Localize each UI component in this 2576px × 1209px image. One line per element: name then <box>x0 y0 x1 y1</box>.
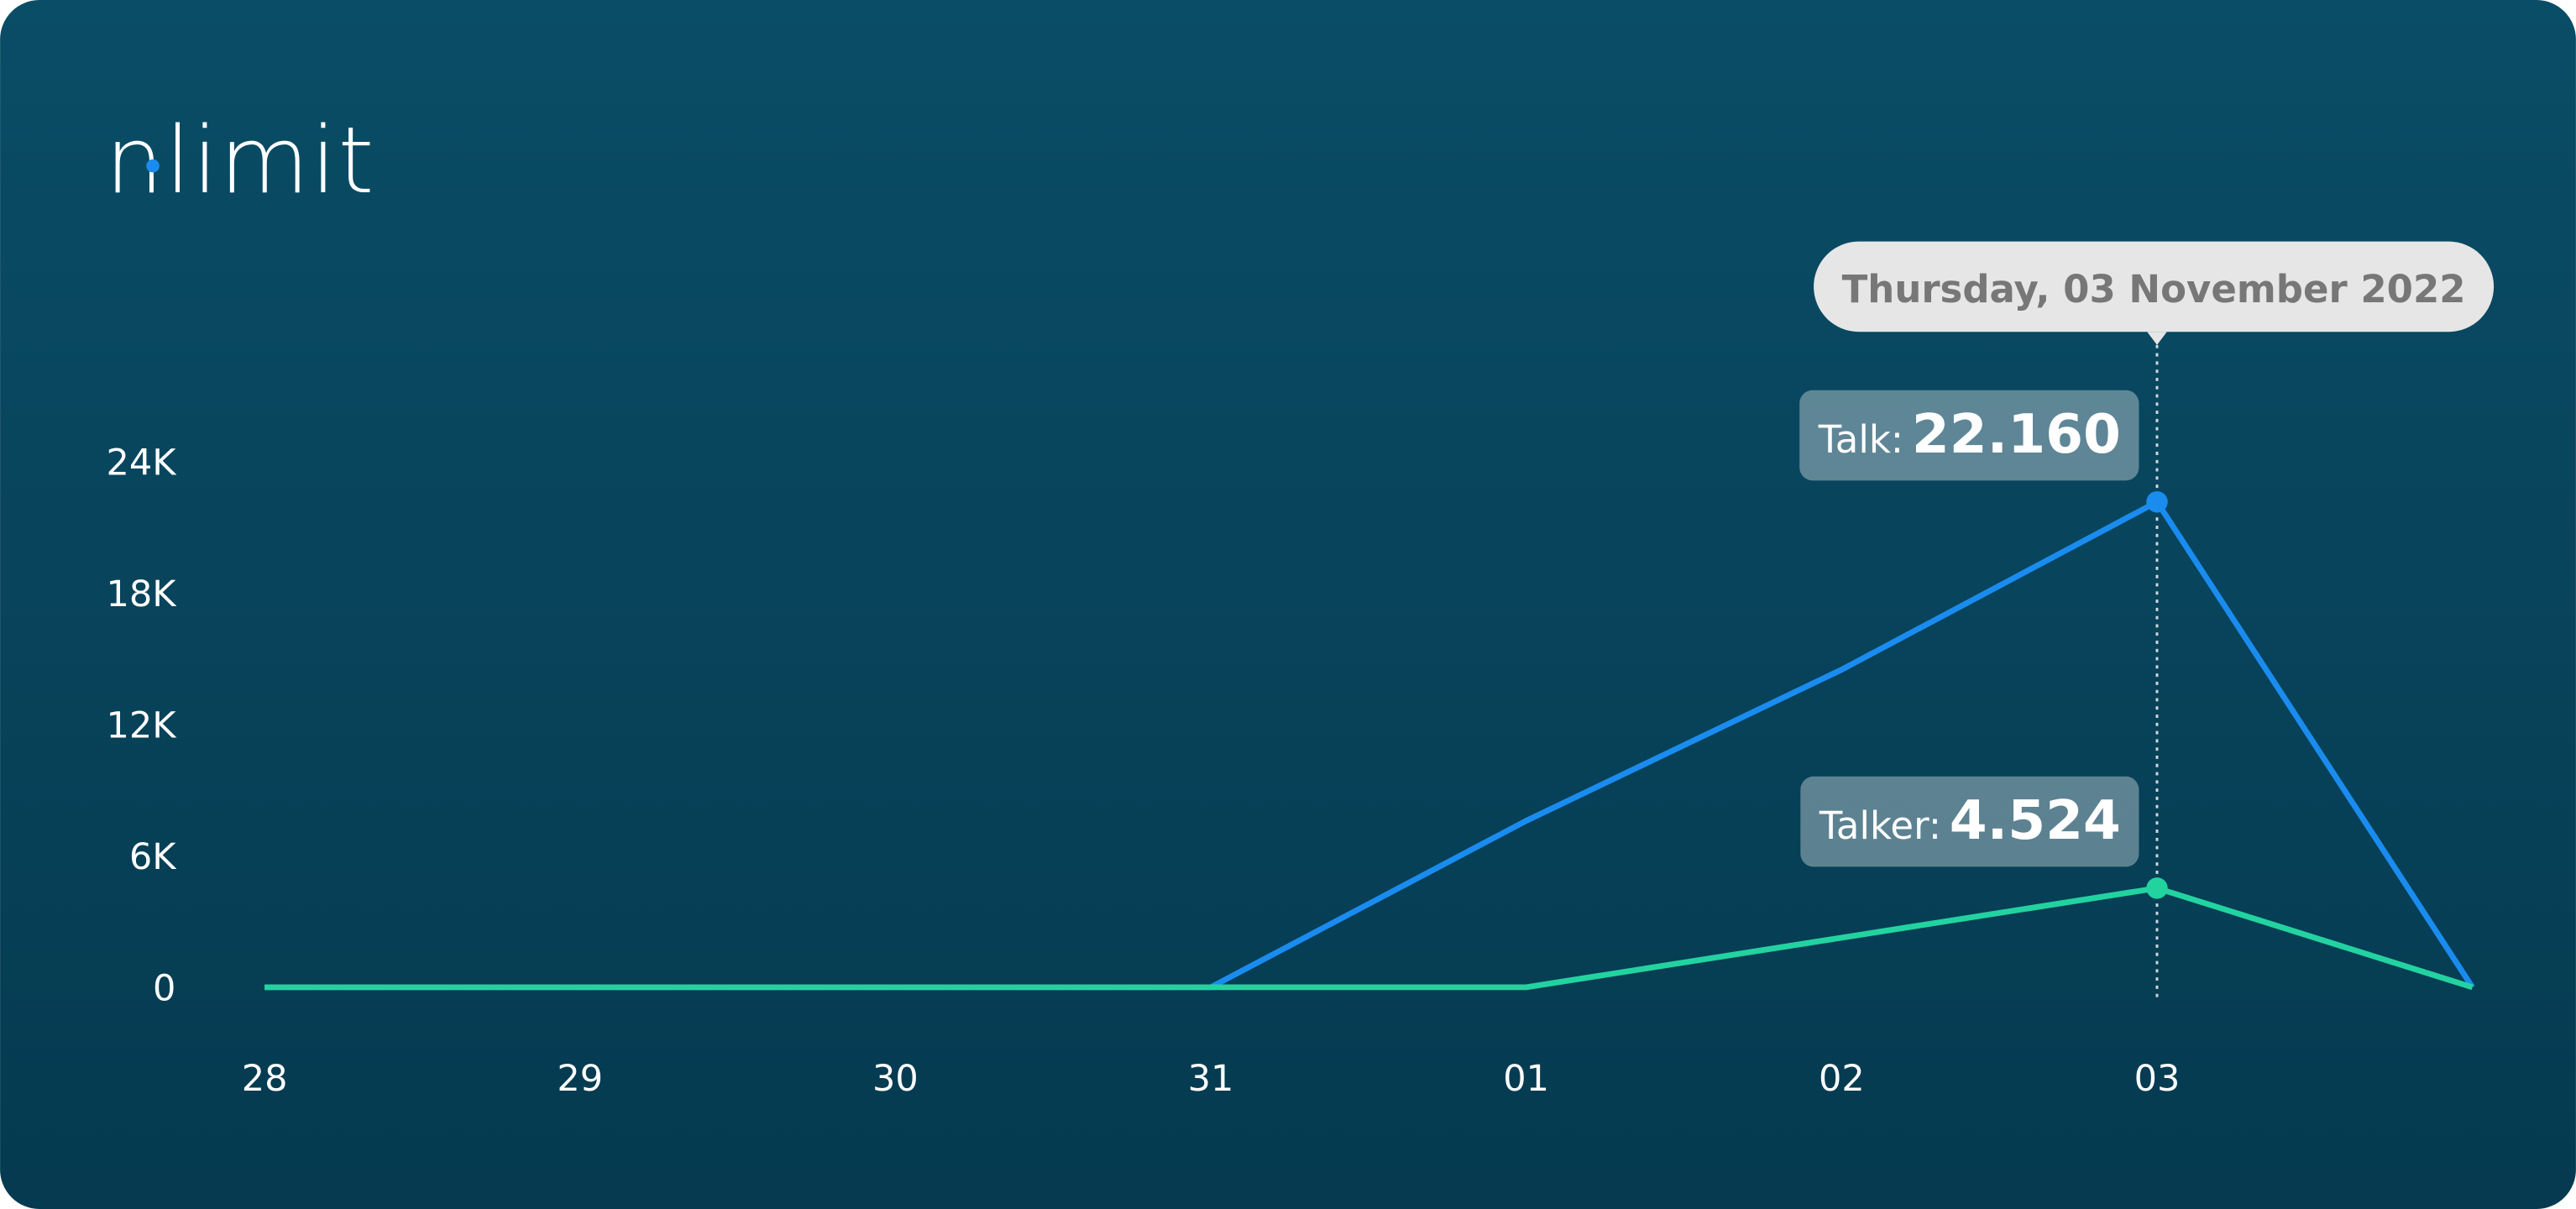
series-line <box>264 885 2474 991</box>
brand-logo: nlimit <box>105 107 375 214</box>
value-text: 4.524 <box>1950 789 2121 852</box>
value-label-text: Talk: 22.160 <box>1818 403 2121 466</box>
y-tick-label: 18K <box>106 573 177 615</box>
x-tick-label: 02 <box>1819 1058 1865 1100</box>
value-label-text: Talker: 4.524 <box>1819 789 2121 852</box>
tooltip-date-bg <box>1814 241 2495 332</box>
value-label-bg <box>1799 390 2139 481</box>
series-name: Talk: <box>1818 417 1903 462</box>
point-marker <box>2146 877 2168 899</box>
value-label-bg <box>1800 776 2139 867</box>
value-text: 22.160 <box>1912 403 2121 466</box>
x-tick-label: 31 <box>1188 1058 1234 1100</box>
x-tick-label: 28 <box>242 1058 288 1100</box>
y-tick-label: 12K <box>106 704 177 746</box>
logo-dot <box>146 159 160 173</box>
value-label: Talker: 4.524 <box>1800 776 2139 867</box>
y-tick-label: 6K <box>129 836 177 878</box>
x-tick-label: 29 <box>557 1058 603 1100</box>
x-tick-label: 30 <box>872 1058 919 1100</box>
value-label: Talk: 22.160 <box>1799 390 2139 481</box>
tooltip-date: Thursday, 03 November 2022 <box>1842 267 2466 311</box>
x-tick-label: 03 <box>2134 1058 2181 1100</box>
series-name: Talker: <box>1819 803 1941 848</box>
y-tick-label: 24K <box>106 442 177 484</box>
y-tick-label: 0 <box>153 968 175 1010</box>
x-tick-label: 01 <box>1503 1058 1549 1100</box>
point-marker <box>2146 491 2168 513</box>
tooltip-pointer <box>2147 332 2167 345</box>
